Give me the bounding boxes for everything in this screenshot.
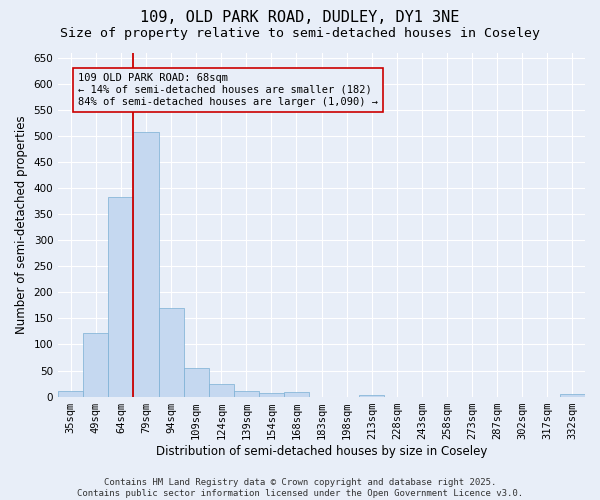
Bar xyxy=(58,392,83,396)
Bar xyxy=(259,394,284,396)
Bar xyxy=(209,384,234,396)
Text: 109 OLD PARK ROAD: 68sqm
← 14% of semi-detached houses are smaller (182)
84% of : 109 OLD PARK ROAD: 68sqm ← 14% of semi-d… xyxy=(78,74,378,106)
Bar xyxy=(133,132,158,396)
Bar xyxy=(184,368,209,396)
Bar xyxy=(560,394,585,396)
Text: Contains HM Land Registry data © Crown copyright and database right 2025.
Contai: Contains HM Land Registry data © Crown c… xyxy=(77,478,523,498)
Bar xyxy=(359,395,385,396)
Bar xyxy=(158,308,184,396)
Bar xyxy=(284,392,309,396)
Bar xyxy=(109,197,133,396)
Text: Size of property relative to semi-detached houses in Coseley: Size of property relative to semi-detach… xyxy=(60,28,540,40)
Text: 109, OLD PARK ROAD, DUDLEY, DY1 3NE: 109, OLD PARK ROAD, DUDLEY, DY1 3NE xyxy=(140,10,460,25)
Bar xyxy=(83,333,109,396)
Y-axis label: Number of semi-detached properties: Number of semi-detached properties xyxy=(15,115,28,334)
X-axis label: Distribution of semi-detached houses by size in Coseley: Distribution of semi-detached houses by … xyxy=(156,444,487,458)
Bar xyxy=(234,392,259,396)
